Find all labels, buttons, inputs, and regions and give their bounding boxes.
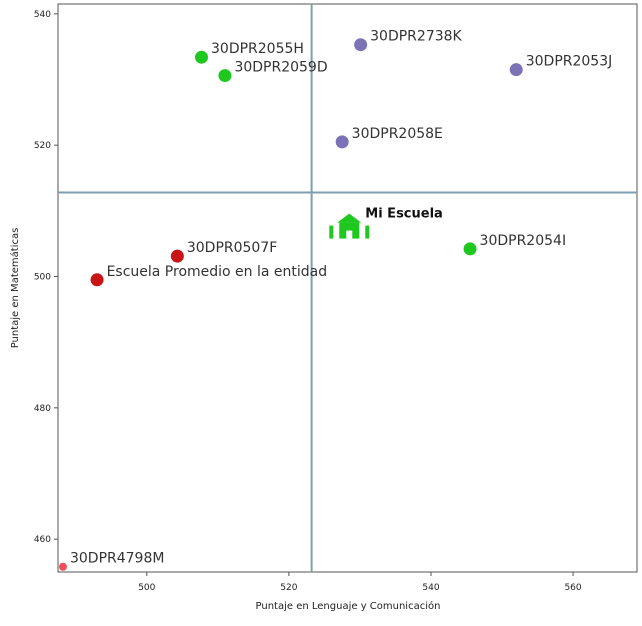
x-tick-label: 560 bbox=[564, 583, 581, 593]
scatter-point bbox=[509, 63, 523, 77]
data-points: 30DPR2055H 30DPR2059D 30DPR2738K 30DPR2053J… bbox=[58, 29, 613, 571]
scatter-point bbox=[218, 69, 232, 83]
scatter-point bbox=[195, 50, 209, 64]
y-tick-label: 480 bbox=[34, 404, 51, 414]
y-axis-ticks: 460 480 500 520 540 bbox=[34, 10, 58, 545]
y-tick-label: 540 bbox=[34, 10, 51, 20]
x-tick-label: 540 bbox=[422, 583, 439, 593]
x-tick-label: 520 bbox=[280, 583, 297, 593]
point-label: 30DPR0507F bbox=[187, 240, 277, 256]
point-label: 30DPR2738K bbox=[370, 29, 462, 45]
school-label: Mi Escuela bbox=[365, 207, 443, 222]
scatter-point bbox=[58, 562, 67, 571]
scatter-point bbox=[90, 273, 104, 287]
point-label: 30DPR2053J bbox=[526, 54, 613, 70]
scatter-point bbox=[463, 242, 477, 256]
point-label: 30DPR4798M bbox=[70, 551, 164, 567]
scatter-point bbox=[170, 249, 184, 263]
point-label: 30DPR2054I bbox=[480, 233, 567, 249]
plot-frame bbox=[57, 3, 638, 573]
x-axis-ticks: 500 520 540 560 bbox=[138, 572, 582, 593]
y-tick-label: 460 bbox=[34, 535, 51, 545]
y-tick-label: 500 bbox=[34, 273, 51, 283]
x-axis-label: Puntaje en Lenguaje y Comunicación bbox=[256, 600, 441, 612]
scatter-point bbox=[354, 38, 368, 52]
point-label: 30DPR2055H bbox=[211, 41, 304, 57]
scatter-point bbox=[335, 135, 349, 149]
y-axis-label: Puntaje en Matemáticas bbox=[9, 228, 21, 349]
y-tick-label: 520 bbox=[34, 141, 51, 151]
x-tick-label: 500 bbox=[138, 583, 155, 593]
school-icon bbox=[329, 213, 370, 239]
school-marker: Mi Escuela bbox=[329, 207, 443, 239]
point-label: Escuela Promedio en la entidad bbox=[107, 264, 328, 280]
reference-lines bbox=[58, 4, 637, 572]
point-label: 30DPR2059D bbox=[234, 60, 327, 76]
point-label: 30DPR2058E bbox=[352, 126, 443, 142]
